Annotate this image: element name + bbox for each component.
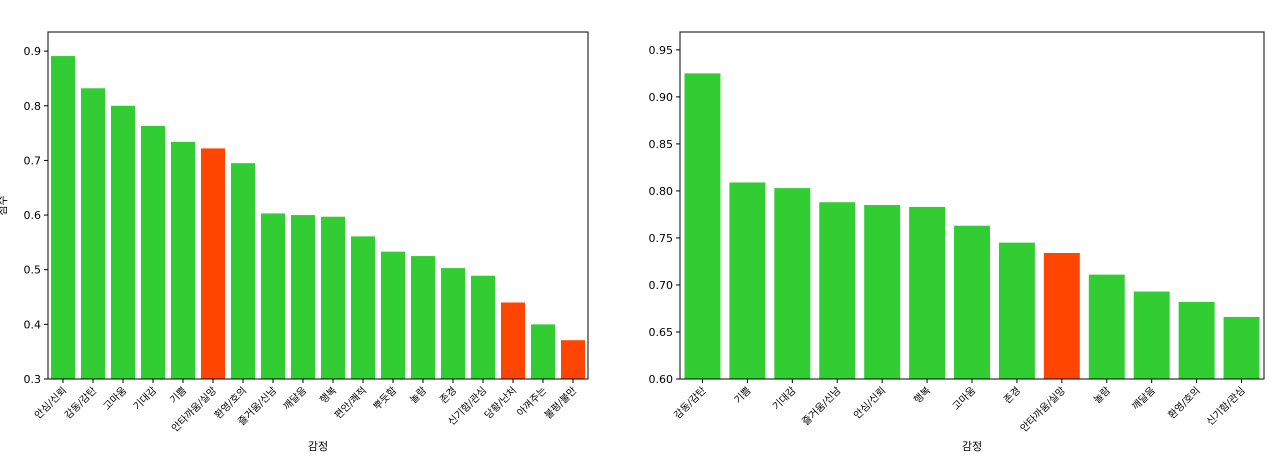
bar bbox=[51, 56, 75, 379]
bar bbox=[774, 188, 811, 379]
bar bbox=[684, 73, 721, 379]
x-tick-label: 기쁨 bbox=[732, 385, 754, 407]
x-tick-label: 즐거움/신남 bbox=[800, 385, 843, 428]
y-tick-label: 0.75 bbox=[649, 232, 674, 245]
bar bbox=[1088, 274, 1125, 379]
x-tick-label: 고마움 bbox=[950, 385, 978, 413]
x-tick-label: 기대감 bbox=[131, 385, 159, 413]
y-tick-label: 0.3 bbox=[24, 373, 42, 386]
y-tick-label: 0.8 bbox=[24, 100, 42, 113]
bar bbox=[864, 205, 901, 379]
x-tick-label: 행복 bbox=[912, 385, 934, 407]
bar bbox=[471, 275, 495, 379]
x-tick-label: 놀람 bbox=[407, 384, 429, 406]
x-tick-label: 환영/호의 bbox=[1166, 385, 1203, 422]
x-tick-label: 안타까움/실망 bbox=[1018, 385, 1068, 435]
axes-frame bbox=[47, 31, 589, 380]
bar bbox=[111, 105, 135, 379]
bar bbox=[998, 242, 1035, 379]
bar bbox=[141, 125, 165, 379]
x-axis-label: 감정 bbox=[308, 440, 328, 453]
y-axis-label: 점수 bbox=[640, 195, 641, 215]
bar bbox=[501, 302, 525, 379]
y-tick-label: 0.6 bbox=[24, 209, 42, 222]
bar bbox=[261, 213, 285, 379]
x-tick-label: 고마움 bbox=[101, 385, 129, 413]
x-tick-label: 당황/난처 bbox=[482, 385, 519, 422]
x-tick-label: 깨달음 bbox=[281, 385, 309, 413]
bar bbox=[561, 340, 585, 379]
y-tick-label: 0.70 bbox=[649, 279, 674, 292]
y-tick-label: 0.7 bbox=[24, 154, 42, 167]
x-tick-label: 놀람 bbox=[1091, 384, 1113, 406]
bar bbox=[411, 256, 435, 379]
bar bbox=[441, 268, 465, 379]
x-tick-label: 안심/신뢰 bbox=[851, 385, 888, 422]
x-tick-label: 행복 bbox=[318, 385, 340, 407]
x-tick-label: 불평/불만 bbox=[542, 385, 579, 422]
x-axis-label: 감정 bbox=[962, 440, 982, 453]
bar bbox=[231, 163, 255, 379]
bar bbox=[1133, 291, 1170, 379]
bar bbox=[1223, 316, 1260, 379]
bar bbox=[381, 251, 405, 379]
x-tick-label: 기대감 bbox=[770, 385, 798, 413]
y-tick-label: 0.4 bbox=[24, 318, 42, 331]
x-tick-label: 감동/감탄 bbox=[672, 385, 709, 422]
x-tick-label: 깨달음 bbox=[1130, 385, 1158, 413]
bar bbox=[321, 216, 345, 379]
x-tick-label: 기쁨 bbox=[168, 385, 190, 407]
bar bbox=[351, 236, 375, 379]
y-tick-label: 0.95 bbox=[649, 44, 674, 57]
y-tick-label: 0.5 bbox=[24, 264, 42, 277]
bar bbox=[81, 88, 105, 380]
x-tick-label: 존경 bbox=[1001, 384, 1023, 406]
x-tick-label: 존경 bbox=[437, 384, 459, 406]
bar bbox=[819, 202, 856, 379]
bar bbox=[201, 148, 225, 379]
bar bbox=[909, 206, 946, 379]
y-tick-label: 0.9 bbox=[24, 45, 42, 58]
bar bbox=[729, 182, 766, 379]
y-axis-label: 점수 bbox=[0, 195, 9, 215]
bar bbox=[171, 141, 195, 379]
bar bbox=[291, 215, 315, 379]
bar bbox=[1043, 252, 1080, 379]
y-tick-label: 0.80 bbox=[649, 185, 674, 198]
bar bbox=[954, 225, 990, 379]
x-tick-label: 안심/신뢰 bbox=[32, 385, 69, 422]
emotion-score-bar-chart-2: 0.60 0.65 0.70 0.75 0.80 0.85 0.90 0.95 감동/감탄 기쁨 기… bbox=[640, 31, 1265, 453]
bar bbox=[1178, 301, 1215, 379]
y-tick-label: 0.85 bbox=[649, 138, 674, 151]
plot-area: 0.60 0.65 0.70 0.75 0.80 0.85 0.90 0.95 감동/감탄 기쁨 기… bbox=[649, 31, 1265, 435]
x-tick-label: 편안/쾌적 bbox=[332, 385, 369, 422]
y-tick-label: 0.65 bbox=[649, 326, 674, 339]
x-tick-label: 뿌듯함 bbox=[371, 385, 399, 413]
y-tick-label: 0.60 bbox=[649, 373, 674, 386]
x-tick-label: 감동/감탄 bbox=[62, 385, 99, 422]
bar bbox=[531, 324, 555, 379]
y-tick-label: 0.90 bbox=[649, 91, 674, 104]
x-tick-label: 신기함/관심 bbox=[1204, 385, 1247, 428]
